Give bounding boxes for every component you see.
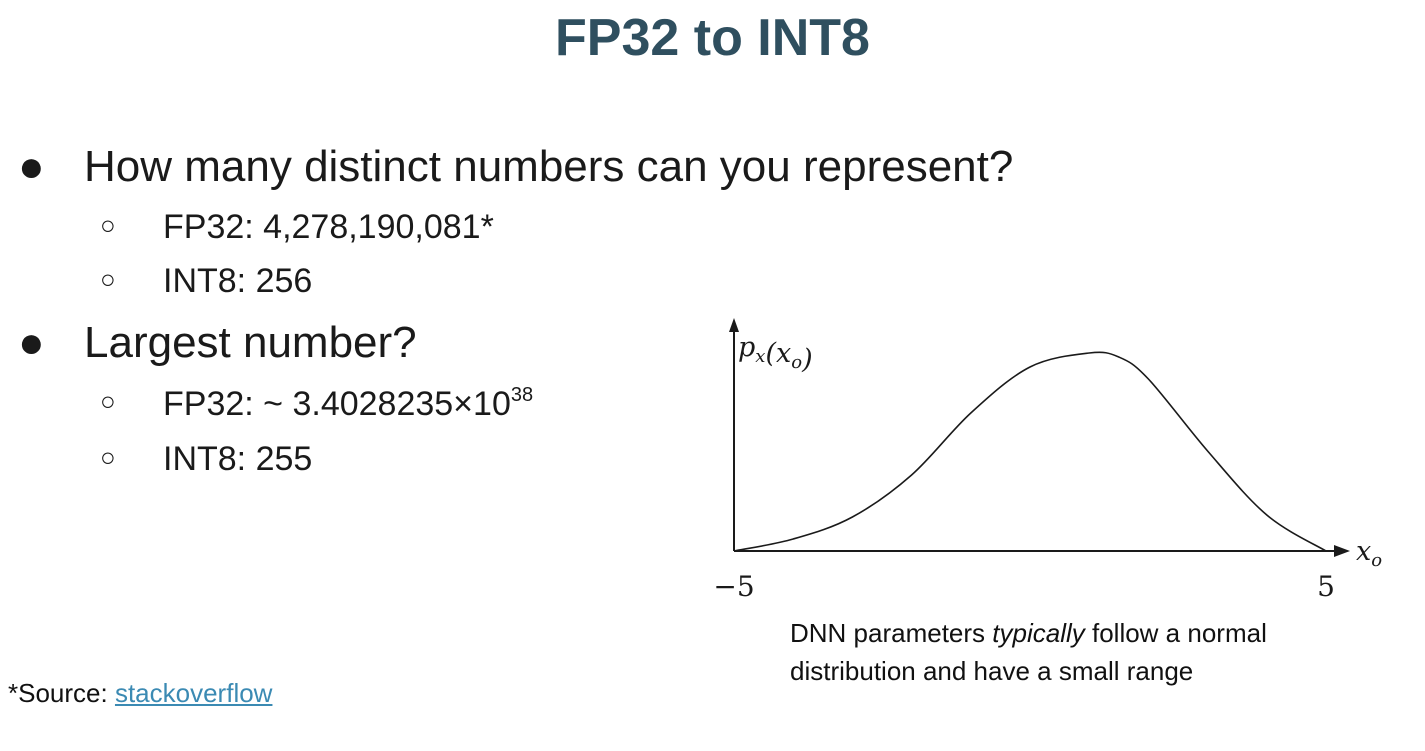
- source-note: *Source: stackoverflow: [8, 678, 272, 709]
- x-axis-arrow-icon: [1334, 545, 1350, 557]
- source-label: *Source:: [8, 678, 115, 708]
- source-link[interactable]: stackoverflow: [114, 678, 273, 708]
- sub-bullet-circle-icon: ○: [100, 264, 116, 294]
- bullet-dot-icon: ●: [18, 142, 45, 191]
- y-axis-arrow-icon: [729, 318, 739, 332]
- sub-bullet-text: FP32: 4,278,190,081*: [163, 208, 494, 246]
- fp32-max-exponent: 38: [510, 384, 534, 406]
- caption-suffix: follow a normal distribution and have a …: [790, 618, 1267, 686]
- caption-prefix: DNN parameters: [790, 618, 993, 648]
- y-axis-label: px(xo): [738, 332, 813, 375]
- sub-bullet-text: INT8: 255: [163, 440, 313, 478]
- sub-bullet-text: INT8: 256: [163, 262, 313, 300]
- bullet-text: Largest number?: [84, 318, 417, 367]
- caption-emphasis: typically: [992, 618, 1085, 648]
- bullet-text: How many distinct numbers can you repres…: [84, 142, 1014, 191]
- sub-bullet-circle-icon: ○: [100, 386, 116, 416]
- slide-title: FP32 to INT8: [555, 9, 870, 67]
- sub-bullet-circle-icon: ○: [100, 210, 116, 240]
- sub-bullet-text: FP32: ~ 3.4028235×1038: [163, 384, 533, 424]
- bullet-dot-icon: ●: [18, 318, 45, 367]
- x-tick-label: 5: [1317, 570, 1335, 603]
- distribution-curve: [733, 351, 1327, 552]
- chart-caption: DNN parameters typically follow a normal…: [790, 614, 1270, 690]
- sub-bullet-circle-icon: ○: [100, 442, 116, 472]
- fp32-max-base: FP32: ~ 3.4028235×10: [163, 385, 511, 423]
- x-axis-label: xo: [1356, 536, 1382, 571]
- x-tick-label: −5: [713, 570, 754, 603]
